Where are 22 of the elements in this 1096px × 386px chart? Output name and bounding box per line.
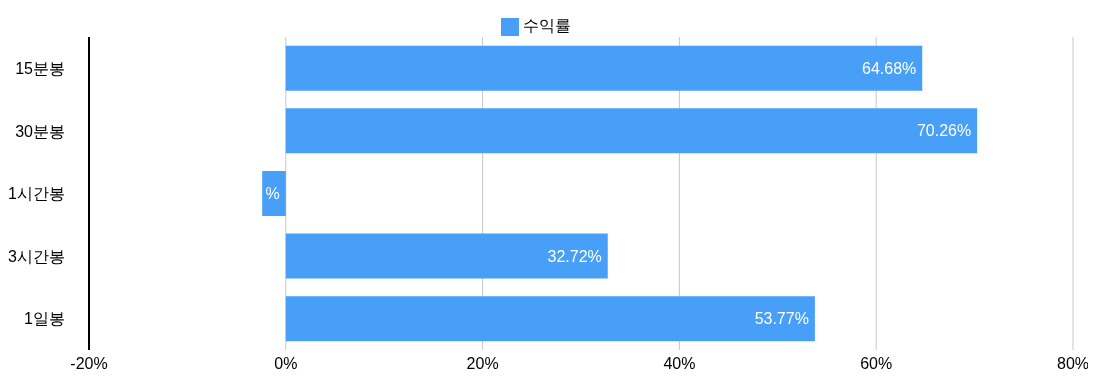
y-tick-label: 3시간봉	[8, 247, 65, 265]
bar	[285, 296, 815, 342]
bar	[285, 233, 608, 279]
y-tick-label: 30분봉	[15, 122, 65, 140]
y-tick-label: 15분봉	[15, 59, 65, 77]
x-tick-label: 40%	[663, 355, 696, 373]
bar	[285, 45, 923, 91]
data-label: 64.68%	[861, 59, 917, 77]
bar	[285, 108, 978, 154]
data-label: %	[265, 185, 280, 203]
x-tick-label: 0%	[274, 355, 298, 373]
bar	[262, 170, 286, 216]
data-label: 53.77%	[754, 310, 809, 328]
data-label: 70.26%	[916, 122, 972, 140]
y-tick-label: 1일봉	[24, 310, 65, 328]
x-tick-label: 60%	[860, 355, 893, 373]
x-tick-label: -20%	[70, 355, 108, 373]
legend-label: 수익률	[522, 17, 571, 34]
x-tick-label: 80%	[1056, 355, 1090, 373]
y-tick-label: 1시간봉	[8, 185, 65, 203]
x-tick-label: 20%	[466, 355, 499, 373]
data-label: 32.72%	[547, 247, 602, 265]
